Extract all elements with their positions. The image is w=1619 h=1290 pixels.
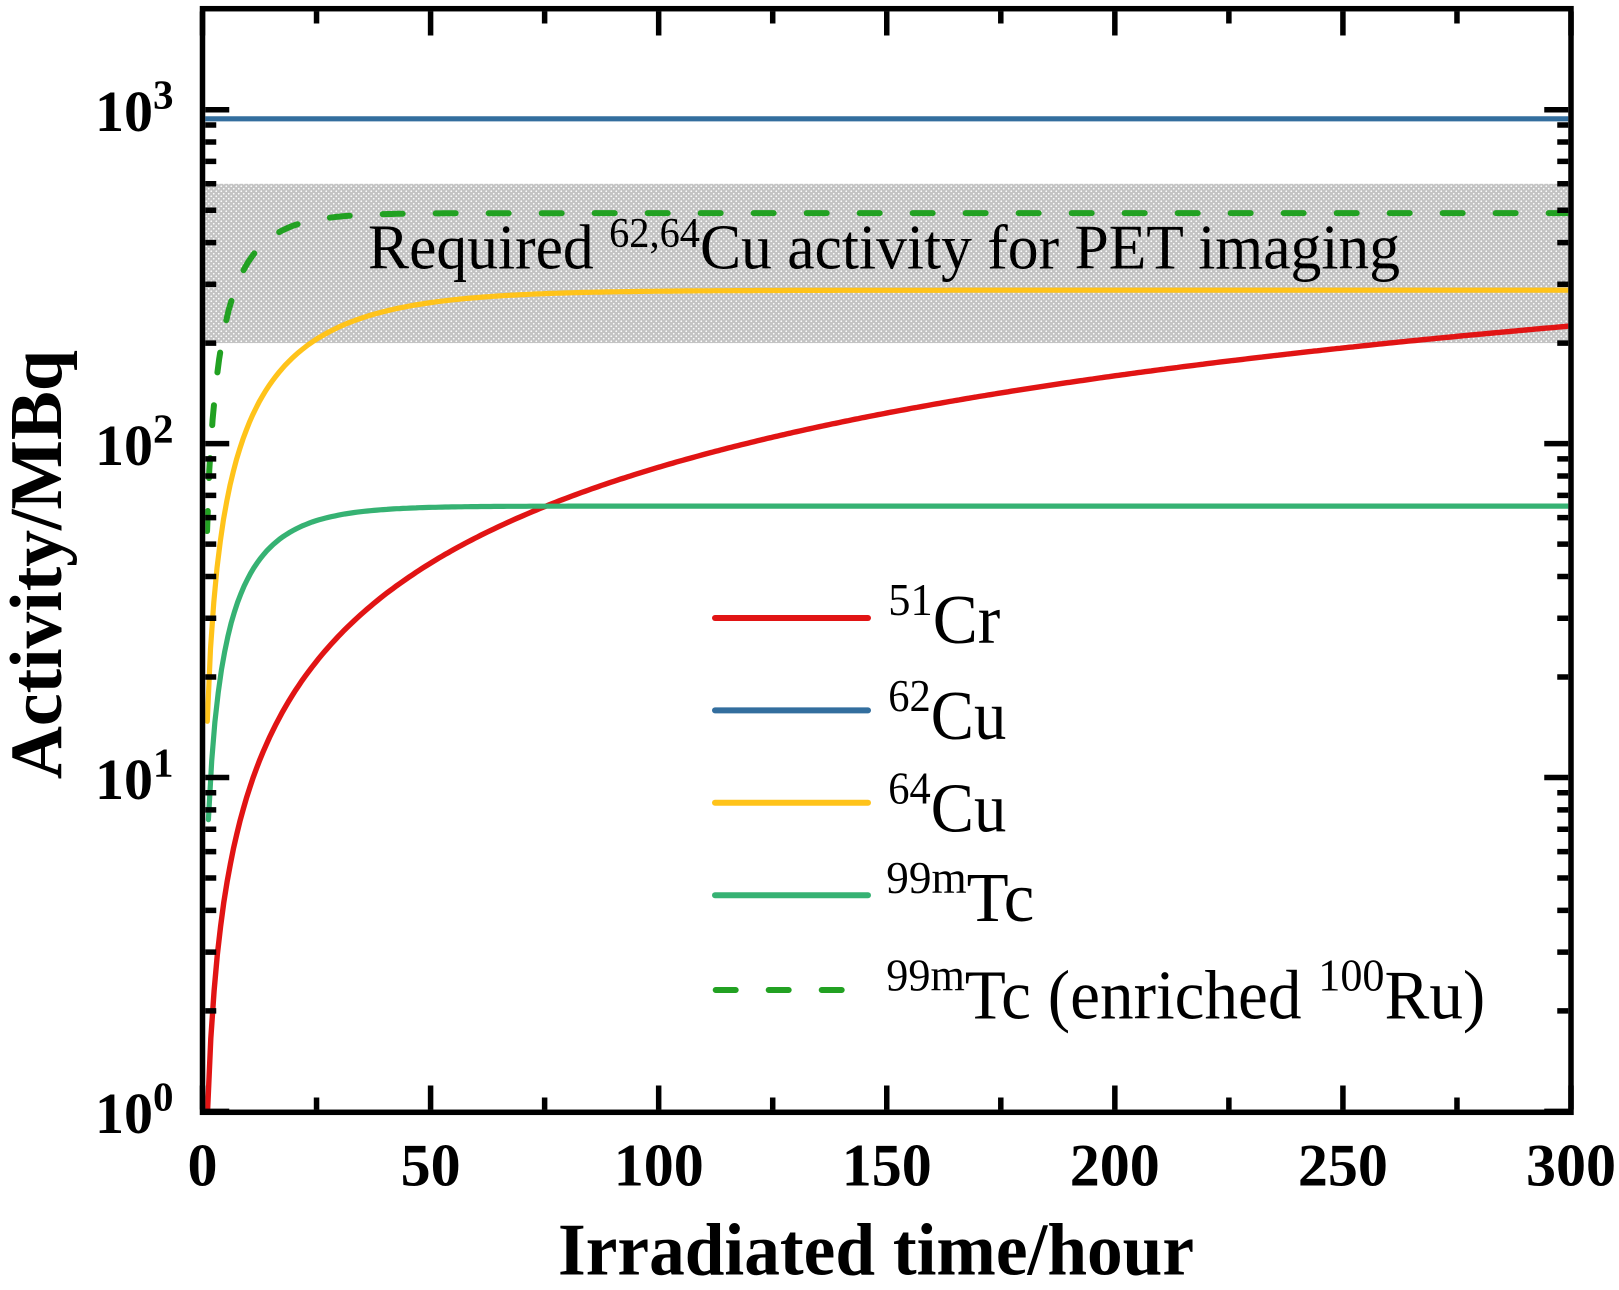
svg-text:Activity/MBq: Activity/MBq <box>0 350 78 779</box>
svg-text:150: 150 <box>842 1133 932 1199</box>
svg-text:99mTc: 99mTc <box>886 852 1034 937</box>
svg-text:Irradiated time/hour: Irradiated time/hour <box>558 1210 1194 1286</box>
svg-text:Required 62,64Cu activity for: Required 62,64Cu activity for PET imagin… <box>368 211 1400 283</box>
svg-text:300: 300 <box>1526 1133 1616 1199</box>
svg-text:0: 0 <box>188 1133 218 1199</box>
svg-text:200: 200 <box>1070 1133 1160 1199</box>
svg-text:50: 50 <box>401 1133 461 1199</box>
svg-text:62Cu: 62Cu <box>888 670 1006 755</box>
svg-text:250: 250 <box>1298 1133 1388 1199</box>
svg-text:64Cu: 64Cu <box>888 763 1006 848</box>
svg-text:51Cr: 51Cr <box>888 574 1000 659</box>
svg-text:100: 100 <box>614 1133 704 1199</box>
svg-text:99mTc (enriched 100Ru): 99mTc (enriched 100Ru) <box>886 950 1485 1035</box>
